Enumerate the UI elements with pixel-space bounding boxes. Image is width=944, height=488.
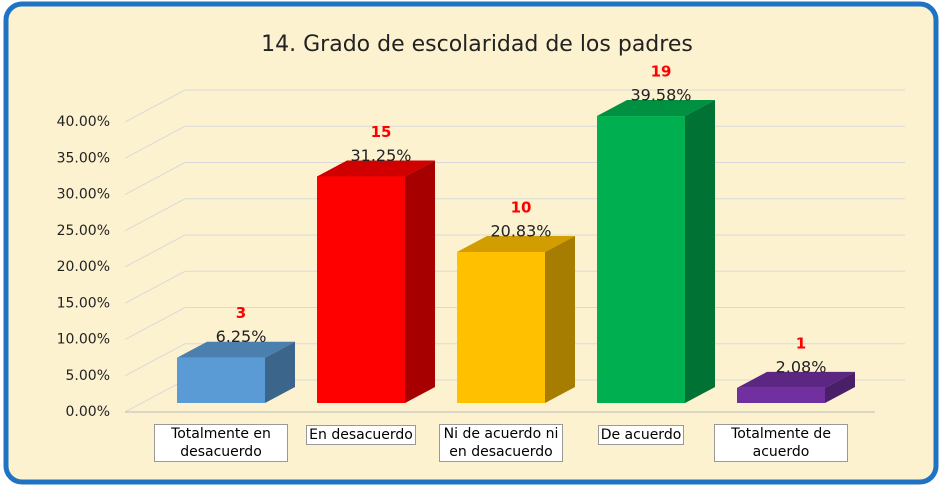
bar-top-shade	[737, 371, 855, 388]
x-tick-label: De acuerdo	[573, 424, 709, 445]
x-tick-text: De acuerdo	[597, 425, 685, 445]
count-label: 3	[236, 304, 246, 322]
bar-top	[177, 341, 295, 358]
value-label: 39.58%	[630, 86, 691, 105]
y-tick-label: 15.00%	[57, 295, 110, 311]
y-tick-label: 5.00%	[66, 368, 110, 384]
bar-front	[317, 176, 405, 403]
y-tick-label: 10.00%	[57, 332, 110, 348]
bar-top	[737, 371, 855, 388]
bar-side	[545, 235, 575, 403]
y-tick-label: 40.00%	[57, 114, 110, 130]
bar	[177, 341, 295, 403]
bar-side-shade	[825, 371, 855, 403]
bar-front	[457, 251, 545, 403]
bar-side-shade	[685, 100, 715, 404]
y-tick-label: 35.00%	[57, 150, 110, 166]
chart-title: 14. Grado de escolaridad de los padres	[261, 32, 693, 57]
bar-top-shade	[597, 100, 715, 117]
count-label: 15	[371, 123, 392, 141]
x-tick-label: En desacuerdo	[293, 424, 429, 445]
bar-side-shade	[405, 160, 435, 403]
count-label: 10	[511, 198, 532, 216]
bar-top-shade	[317, 160, 435, 177]
value-label: 6.25%	[216, 327, 267, 346]
bar-side	[825, 371, 855, 403]
x-tick-label: Totalmente en desacuerdo	[153, 424, 289, 462]
x-tick-text: Totalmente de acuerdo	[714, 424, 848, 462]
x-tick-text: En desacuerdo	[306, 425, 416, 445]
bar-top	[317, 160, 435, 177]
x-tick-box: De acuerdo	[573, 424, 709, 445]
x-tick-box: Ni de acuerdo ni en desacuerdo	[433, 424, 569, 462]
x-tick-text: Totalmente en desacuerdo	[154, 424, 288, 462]
bar-top	[597, 100, 715, 117]
x-tick-box: En desacuerdo	[293, 424, 429, 445]
bar-front	[597, 116, 685, 404]
count-label: 19	[651, 63, 672, 81]
bar-top-shade	[457, 235, 575, 252]
grid-line	[124, 89, 905, 123]
bar	[457, 235, 575, 403]
x-tick-label: Ni de acuerdo ni en desacuerdo	[433, 424, 569, 462]
value-label: 31.25%	[350, 146, 411, 165]
y-tick-label: 20.00%	[57, 259, 110, 275]
count-label: 1	[796, 334, 806, 352]
y-tick-label: 0.00%	[66, 404, 110, 420]
bar-front	[177, 357, 265, 403]
bar	[737, 371, 855, 403]
bar-side	[265, 341, 295, 403]
x-tick-label: Totalmente de acuerdo	[713, 424, 849, 462]
y-tick-label: 30.00%	[57, 187, 110, 203]
value-label: 20.83%	[490, 221, 551, 240]
bar-front	[737, 387, 825, 403]
bar	[597, 100, 715, 404]
bar-side	[685, 100, 715, 404]
bar	[317, 160, 435, 403]
bar-side-shade	[545, 235, 575, 403]
x-tick-box: Totalmente de acuerdo	[713, 424, 849, 462]
y-tick-label: 25.00%	[57, 223, 110, 239]
x-tick-box: Totalmente en desacuerdo	[153, 424, 289, 462]
x-tick-text: Ni de acuerdo ni en desacuerdo	[439, 424, 563, 462]
chart-frame	[3, 1, 939, 485]
bar-top	[457, 235, 575, 252]
value-label: 2.08%	[776, 357, 827, 376]
bar-top-shade	[177, 341, 295, 358]
bar-side	[405, 160, 435, 403]
bar-side-shade	[265, 341, 295, 403]
